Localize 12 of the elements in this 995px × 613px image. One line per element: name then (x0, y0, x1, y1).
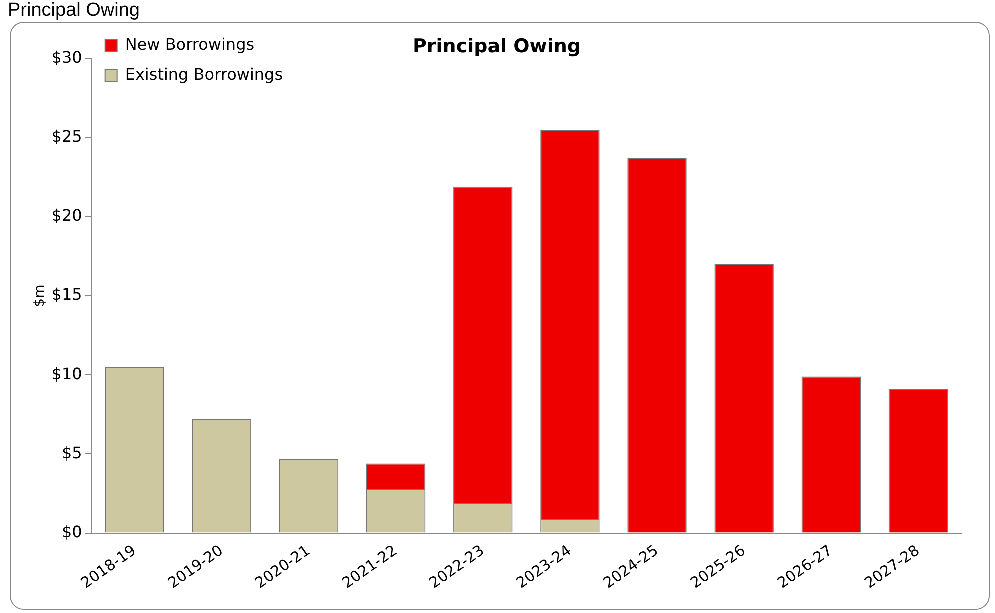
y-tick-label: $0 (62, 522, 82, 542)
y-axis-title: $m (32, 284, 48, 308)
y-tick-label: $30 (52, 48, 82, 67)
y-tick-label: $20 (52, 206, 82, 226)
y-tick-label: $10 (52, 364, 82, 384)
y-tick-label: $15 (52, 285, 82, 304)
text: Principal Owing (8, 0, 140, 22)
y-tick-label: $5 (62, 443, 82, 462)
y-tick-label: $25 (52, 127, 82, 146)
chart-title: Principal Owing (412, 35, 582, 58)
legend-label: Existing Borrowings (125, 65, 284, 84)
legend-label: New Borrowings (125, 35, 255, 54)
